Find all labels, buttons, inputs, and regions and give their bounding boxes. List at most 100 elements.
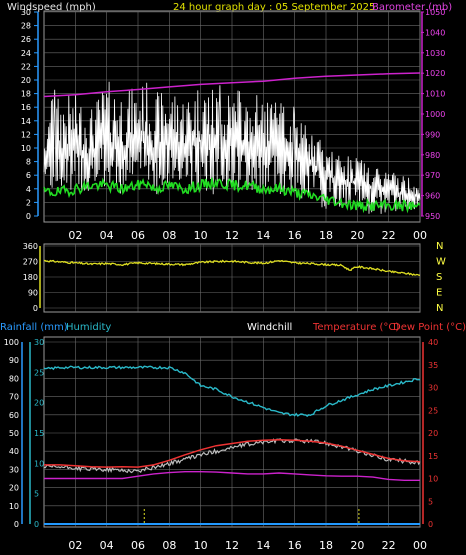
- temperature-series-line: [44, 439, 421, 468]
- temperature-y-tick-label: 10: [428, 475, 438, 484]
- wind-y-tick-label: 16: [21, 103, 31, 112]
- rainfall-y-tick-label: 10: [34, 459, 44, 468]
- temp-x-tick-label: 08: [162, 539, 176, 552]
- dewpoint-legend: Dew Point (°C): [393, 322, 466, 333]
- direction-y-tick-label: 0: [33, 304, 38, 313]
- temp-x-tick-label: 14: [256, 539, 270, 552]
- wind-y-tick-label: 10: [21, 144, 31, 153]
- wind-y-tick-label: 0: [26, 212, 31, 221]
- temp-x-tick-label: 22: [382, 539, 396, 552]
- rainfall-y-tick-label: 5: [34, 490, 39, 499]
- temp-x-tick-label: 16: [288, 539, 302, 552]
- temperature-y-tick-label: 25: [428, 406, 438, 415]
- barometer-y-tick-label: 1010: [425, 90, 445, 99]
- windspeed-label: Windspeed (mph): [7, 2, 96, 13]
- humidity-y-tick-label: 90: [9, 356, 19, 365]
- wind-x-tick-label: 08: [162, 229, 176, 242]
- direction-compass-label: N: [436, 303, 443, 314]
- humidity-y-tick-label: 20: [9, 484, 19, 493]
- wind-y-tick-label: 30: [21, 8, 31, 17]
- wind-direction-series-line: [43, 259, 421, 276]
- direction-compass-label: W: [436, 257, 446, 268]
- windchill-series-line: [43, 438, 421, 474]
- rainfall-y-tick-label: 25: [34, 368, 44, 377]
- barometer-series-line: [43, 72, 421, 98]
- direction-y-tick-label: 360: [23, 242, 38, 251]
- humidity-series-line: [43, 365, 420, 417]
- wind-x-tick-label: 16: [288, 229, 302, 242]
- wind-x-tick-label: 04: [100, 229, 114, 242]
- temperature-legend: Temperature (°C): [312, 322, 399, 333]
- wind-y-tick-label: 6: [26, 171, 31, 180]
- rainfall-legend: Rainfall (mm): [0, 322, 68, 333]
- wind-x-tick-label: 20: [350, 229, 364, 242]
- direction-compass-label: N: [436, 241, 443, 252]
- humidity-y-tick-label: 50: [9, 429, 19, 438]
- barometer-y-tick-label: 970: [425, 171, 440, 180]
- barometer-label: Barometer (mb): [372, 2, 452, 13]
- wind-y-tick-label: 20: [21, 76, 31, 85]
- barometer-y-tick-label: 950: [425, 212, 440, 221]
- temp-x-tick-label: 04: [100, 539, 114, 552]
- wind-x-tick-label: 00: [413, 229, 427, 242]
- barometer-y-tick-label: 1000: [425, 110, 445, 119]
- wind-x-tick-label: 06: [131, 229, 145, 242]
- barometer-y-tick-label: 1030: [425, 49, 445, 58]
- wind-x-tick-label: 22: [382, 229, 396, 242]
- rainfall-y-tick-label: 15: [34, 429, 44, 438]
- wind-x-tick-label: 18: [319, 229, 333, 242]
- humidity-y-tick-label: 30: [9, 465, 19, 474]
- rainfall-y-tick-label: 0: [34, 520, 39, 529]
- humidity-y-tick-label: 70: [9, 393, 19, 402]
- barometer-y-tick-label: 990: [425, 130, 440, 139]
- wind-y-tick-label: 26: [21, 35, 31, 44]
- temperature-y-tick-label: 40: [428, 338, 438, 347]
- direction-compass-label: S: [436, 272, 442, 283]
- wind-x-tick-label: 02: [68, 229, 82, 242]
- wind-average-series-line: [43, 177, 421, 214]
- temperature-y-tick-label: 30: [428, 384, 438, 393]
- temp-x-tick-label: 00: [413, 539, 427, 552]
- humidity-y-tick-label: 0: [14, 520, 19, 529]
- barometer-y-tick-label: 1040: [425, 28, 445, 37]
- humidity-y-tick-label: 80: [9, 374, 19, 383]
- windchill-legend: Windchill: [247, 322, 292, 333]
- wind-y-tick-label: 8: [26, 158, 31, 167]
- barometer-y-tick-label: 1050: [425, 8, 445, 17]
- humidity-y-tick-label: 40: [9, 447, 19, 456]
- wind-x-tick-label: 14: [256, 229, 270, 242]
- humidity-y-tick-label: 60: [9, 411, 19, 420]
- temperature-y-tick-label: 35: [428, 361, 438, 370]
- temp-x-tick-label: 20: [350, 539, 364, 552]
- direction-y-tick-label: 90: [28, 289, 38, 298]
- wind-y-tick-label: 22: [21, 62, 31, 71]
- direction-y-tick-label: 180: [23, 273, 38, 282]
- temperature-y-tick-label: 5: [428, 497, 433, 506]
- barometer-y-tick-label: 960: [425, 192, 440, 201]
- rainfall-y-tick-label: 20: [34, 399, 44, 408]
- humidity-y-tick-label: 10: [9, 502, 19, 511]
- wind-y-tick-label: 18: [21, 90, 31, 99]
- humidity-legend: Humidity: [66, 322, 111, 333]
- humidity-y-tick-label: 100: [4, 338, 19, 347]
- temp-x-tick-label: 02: [68, 539, 82, 552]
- wind-y-tick-label: 12: [21, 130, 31, 139]
- dewpoint-series-line: [44, 471, 420, 481]
- temp-x-tick-label: 18: [319, 539, 333, 552]
- wind-y-tick-label: 24: [21, 49, 31, 58]
- temp-x-tick-label: 06: [131, 539, 145, 552]
- direction-compass-label: E: [436, 288, 442, 299]
- temp-x-tick-label: 12: [225, 539, 239, 552]
- temperature-y-tick-label: 15: [428, 452, 438, 461]
- temp-x-tick-label: 10: [194, 539, 208, 552]
- wind-y-tick-label: 14: [21, 117, 31, 126]
- graph-day-title: 24 hour graph day : 05 September 2025: [173, 2, 375, 13]
- wind-x-tick-label: 10: [194, 229, 208, 242]
- wind-y-tick-label: 4: [26, 185, 31, 194]
- temperature-y-tick-label: 20: [428, 429, 438, 438]
- temperature-y-tick-label: 0: [428, 520, 433, 529]
- direction-y-tick-label: 270: [23, 258, 38, 267]
- wind-x-tick-label: 12: [225, 229, 239, 242]
- wind-y-tick-label: 2: [26, 198, 31, 207]
